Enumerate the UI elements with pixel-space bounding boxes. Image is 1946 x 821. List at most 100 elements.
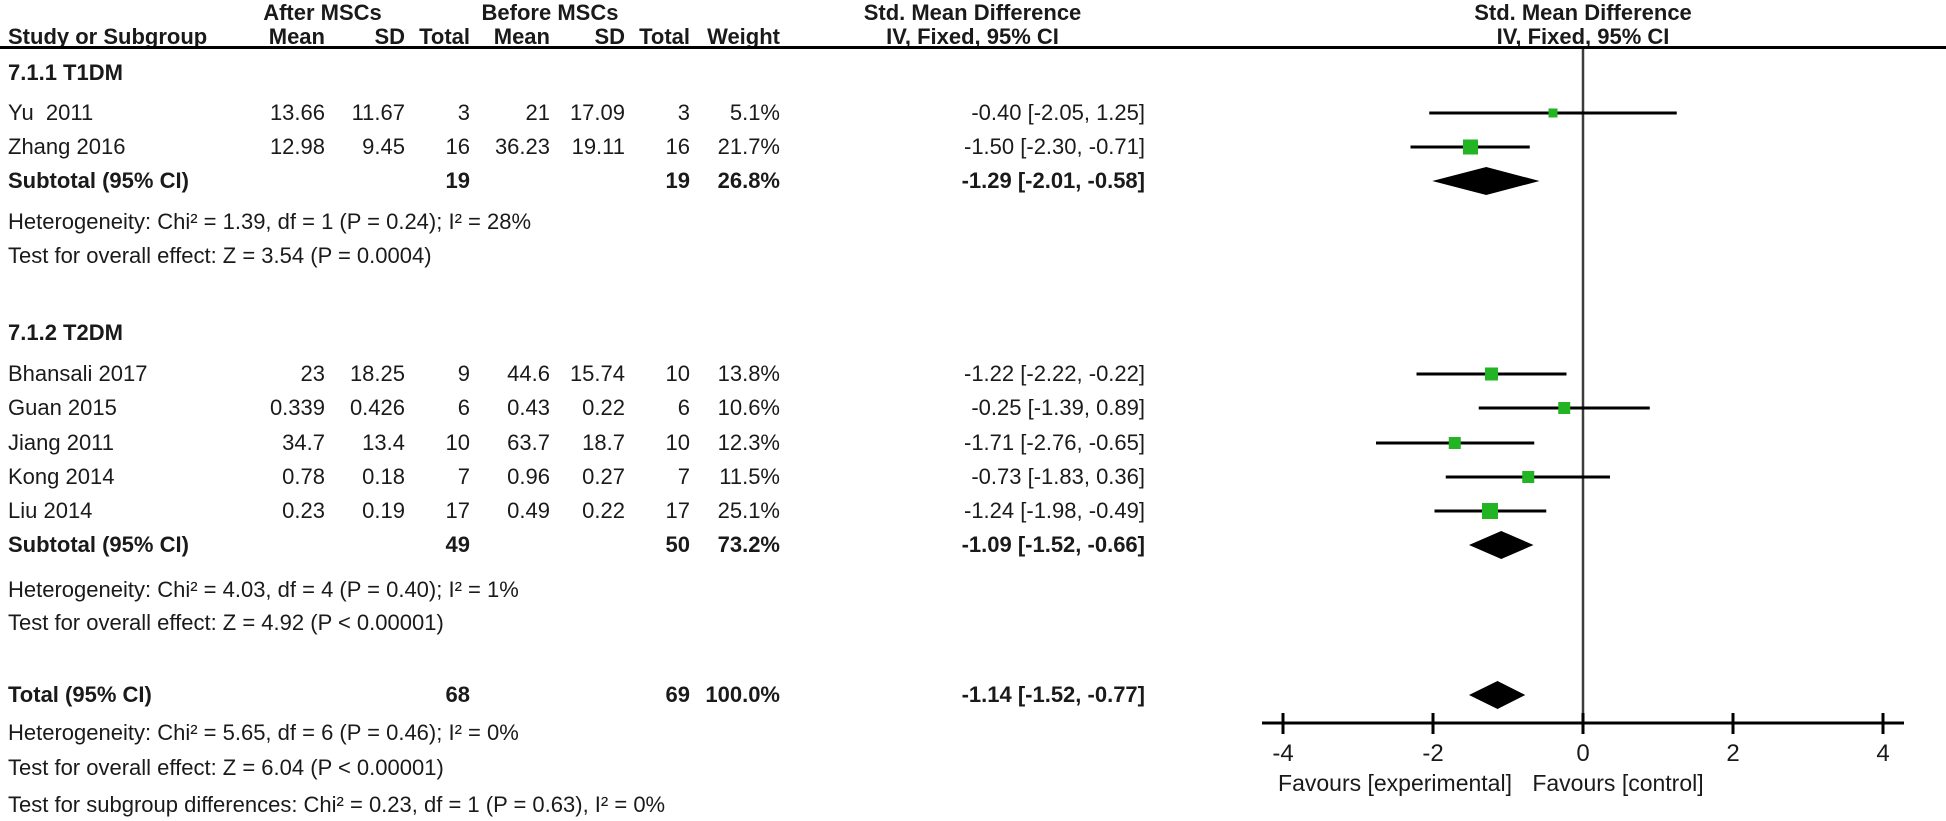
total-after: 3: [457, 100, 470, 125]
sd-before: 15.74: [569, 361, 625, 386]
total-before: 17: [665, 498, 690, 523]
smd-ci: -1.14 [-1.52, -0.77]: [961, 682, 1145, 707]
total-after: 6: [457, 395, 470, 420]
total-row: Total (95% CI) 68 69 100.0% -1.14 [-1.52, -0…: [0, 678, 1230, 712]
sd-after: 0.426: [349, 395, 405, 420]
weight: 21.7%: [717, 134, 780, 159]
sd-after: 13.4: [362, 430, 405, 455]
subgroup-differences-note: Test for subgroup differences: Chi² = 0.…: [8, 792, 666, 817]
column-header-weight: Weight: [707, 24, 780, 49]
mean-before: 0.96: [507, 464, 550, 489]
sd-after: 0.18: [362, 464, 405, 489]
effect-square: [1558, 402, 1571, 414]
mean-after: 12.98: [269, 134, 325, 159]
header-divider-rule: [0, 46, 1946, 49]
overall-effect-note: Test for overall effect: Z = 3.54 (P = 0…: [8, 243, 432, 268]
mean-after: 34.7: [282, 430, 325, 455]
study-label: Bhansali 2017: [8, 361, 148, 386]
study-row: Liu 2014 0.23 0.19 17 0.49 0.22 17 25.1% -1.24 […: [0, 494, 1230, 528]
mean-after: 0.78: [282, 464, 325, 489]
total-after: 16: [445, 134, 470, 159]
sd-before: 0.22: [582, 395, 625, 420]
weight: 12.3%: [717, 430, 780, 455]
mean-before: 63.7: [507, 430, 550, 455]
smd-ci: -0.40 [-2.05, 1.25]: [971, 100, 1145, 125]
weight: 13.8%: [717, 361, 780, 386]
mean-after: 23: [300, 361, 325, 386]
subgroup-header: 7.1.2 T2DM: [0, 316, 1230, 350]
column-header-method-table: IV, Fixed, 95% CI: [886, 24, 1059, 49]
column-header-sd-after: SD: [374, 24, 405, 49]
heterogeneity-note: Heterogeneity: Chi² = 1.39, df = 1 (P = …: [8, 209, 532, 234]
study-label: Liu 2014: [8, 498, 93, 523]
column-header-mean-before: Mean: [493, 24, 550, 49]
smd-ci: -0.25 [-1.39, 0.89]: [971, 395, 1145, 420]
axis-tick-label: -2: [1422, 740, 1443, 767]
weight: 11.5%: [719, 464, 780, 489]
subgroup-header-label: 7.1.1 T1DM: [8, 60, 123, 85]
sd-before: 18.7: [582, 430, 625, 455]
column-header-sd-before: SD: [594, 24, 625, 49]
sd-before: 0.22: [582, 498, 625, 523]
subtotal-row: Subtotal (95% CI) 49 50 73.2% -1.09 [-1.52, …: [0, 528, 1230, 562]
weight: 73.2%: [717, 532, 780, 557]
subtotal-row: Subtotal (95% CI) 19 19 26.8% -1.29 [-2.01, …: [0, 164, 1230, 198]
subgroup-header: 7.1.1 T1DM: [0, 56, 1230, 90]
subtotal-diamond: [1432, 167, 1540, 195]
study-label: Guan 2015: [8, 395, 117, 420]
effect-square: [1485, 367, 1498, 381]
mean-before: 44.6: [507, 361, 550, 386]
study-row: Yu 2011 13.66 11.67 3 21 17.09 3 5.1% -0.40 [-2.…: [0, 96, 1230, 130]
smd-ci: -1.22 [-2.22, -0.22]: [964, 361, 1145, 386]
column-header-method-plot: IV, Fixed, 95% CI: [1496, 24, 1670, 49]
sd-before: 0.27: [582, 464, 625, 489]
weight: 10.6%: [717, 395, 780, 420]
total-after: 9: [457, 361, 470, 386]
column-header-total-after: Total: [419, 24, 470, 49]
effect-square: [1548, 108, 1558, 118]
heterogeneity-note: Heterogeneity: Chi² = 4.03, df = 4 (P = …: [8, 577, 519, 602]
effect-square: [1463, 139, 1478, 155]
total-before: 10: [665, 430, 690, 455]
total-before: 16: [665, 134, 690, 159]
study-row: Guan 2015 0.339 0.426 6 0.43 0.22 6 10.6% -0.25 …: [0, 391, 1230, 425]
overall-effect-note: Test for overall effect: Z = 4.92 (P < 0…: [8, 610, 444, 635]
weight: 100.0%: [705, 682, 780, 707]
axis-tick-label: 2: [1726, 740, 1739, 767]
total-before: 69: [665, 682, 690, 707]
sd-before: 17.09: [569, 100, 625, 125]
study-row: Jiang 2011 34.7 13.4 10 63.7 18.7 10 12.3% -1.71…: [0, 426, 1230, 460]
total-after: 49: [445, 532, 470, 557]
subgroup-header-label: 7.1.2 T2DM: [8, 320, 123, 345]
study-label: Kong 2014: [8, 464, 115, 489]
mean-before: 0.43: [507, 395, 550, 420]
sd-after: 0.19: [362, 498, 405, 523]
study-label: Zhang 2016: [8, 134, 126, 159]
effect-square: [1448, 437, 1461, 449]
mean-before: 0.49: [507, 498, 550, 523]
total-before: 7: [677, 464, 690, 489]
study-row: Kong 2014 0.78 0.18 7 0.96 0.27 7 11.5% -0.73 [-…: [0, 460, 1230, 494]
group-header-before-mscs: Before MSCs: [481, 0, 619, 25]
total-before: 6: [677, 395, 690, 420]
total-overall-effect-note: Test for overall effect: Z = 6.04 (P < 0…: [8, 755, 444, 780]
column-header-smd-plot: Std. Mean Difference: [1474, 0, 1692, 25]
study-label: Total (95% CI): [8, 682, 152, 707]
total-after: 10: [445, 430, 470, 455]
total-after: 19: [445, 168, 470, 193]
mean-after: 0.23: [282, 498, 325, 523]
total-heterogeneity-note: Heterogeneity: Chi² = 5.65, df = 6 (P = …: [8, 720, 519, 745]
weight: 5.1%: [729, 100, 780, 125]
study-row: Zhang 2016 12.98 9.45 16 36.23 19.11 16 21.7% -1…: [0, 130, 1230, 164]
total-before: 3: [677, 100, 690, 125]
axis-tick-label: 0: [1576, 740, 1589, 767]
column-header-mean-after: Mean: [268, 24, 325, 49]
weight: 26.8%: [717, 168, 780, 193]
total-diamond: [1469, 681, 1526, 709]
mean-after: 0.339: [269, 395, 325, 420]
weight: 25.1%: [717, 498, 780, 523]
total-before: 19: [665, 168, 690, 193]
study-label: Subtotal (95% CI): [8, 532, 189, 557]
